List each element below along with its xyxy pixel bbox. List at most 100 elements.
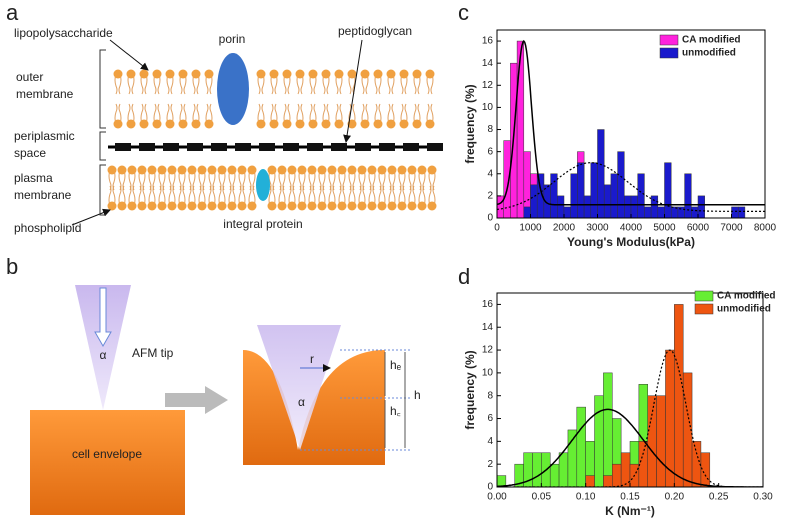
lipid-head <box>137 201 147 211</box>
bar <box>612 463 622 488</box>
lipid-head <box>357 201 367 211</box>
lipid-head <box>297 165 307 175</box>
lipid-head <box>334 119 344 129</box>
bar <box>563 206 571 219</box>
lipid-head <box>117 201 127 211</box>
lipid-head <box>167 201 177 211</box>
bar <box>610 173 618 219</box>
label: h <box>414 388 421 402</box>
y-tick-label: 6 <box>487 413 493 424</box>
label: AFM tip <box>132 346 174 360</box>
lipid-head <box>337 165 347 175</box>
lipid-head <box>204 119 214 129</box>
lipid-head <box>347 165 357 175</box>
lipid-head <box>165 69 175 79</box>
peptidoglycan-unit <box>379 143 395 151</box>
x-tick-label: 5000 <box>653 223 676 234</box>
bar <box>549 463 560 488</box>
y-axis-label: frequency (%) <box>463 84 477 163</box>
bar <box>583 195 592 219</box>
lipid-head <box>399 119 409 129</box>
bar <box>630 195 638 219</box>
y-axis-label: frequency (%) <box>463 350 477 429</box>
lipid-head <box>187 201 197 211</box>
x-tick-label: 4000 <box>620 223 643 234</box>
cell-envelope <box>30 410 185 515</box>
lipid-head <box>269 69 279 79</box>
lipid-head <box>127 165 137 175</box>
lipid-head <box>147 201 157 211</box>
label: h꜀ <box>390 404 401 418</box>
lipid-head <box>425 69 435 79</box>
lipid-head <box>217 165 227 175</box>
legend-swatch <box>659 34 679 46</box>
y-tick-label: 14 <box>482 322 494 333</box>
lipid-head <box>407 201 417 211</box>
label: integral protein <box>223 217 302 231</box>
bar <box>674 304 684 488</box>
x-tick-label: 7000 <box>720 223 743 234</box>
peptidoglycan-unit <box>259 143 275 151</box>
bar <box>637 173 645 219</box>
bar <box>650 195 659 219</box>
lipid-head <box>387 165 397 175</box>
x-tick-label: 0 <box>494 223 500 234</box>
peptidoglycan-unit <box>163 143 179 151</box>
lipid-head <box>347 119 357 129</box>
lipid-head <box>360 119 370 129</box>
bar <box>647 395 657 488</box>
panel-label: b <box>6 254 18 279</box>
x-axis-label: K (Nm⁻¹) <box>605 504 655 518</box>
label: α <box>298 395 305 409</box>
legend-swatch <box>694 290 714 302</box>
y-tick-label: 8 <box>487 124 493 135</box>
x-tick-label: 0.20 <box>665 492 685 503</box>
bar <box>577 162 585 219</box>
lipid-head <box>191 69 201 79</box>
y-tick-label: 8 <box>487 390 493 401</box>
lipid-head <box>152 69 162 79</box>
lipid-head <box>178 69 188 79</box>
lipid-head <box>347 201 357 211</box>
label: r <box>310 352 314 366</box>
membrane-diagram <box>107 53 443 211</box>
label: lipopolysaccharide <box>14 26 113 40</box>
bar <box>684 173 692 219</box>
x-tick-label: 2000 <box>553 223 576 234</box>
lipid-head <box>247 201 257 211</box>
label: porin <box>219 32 246 46</box>
dimension <box>384 352 406 448</box>
lipid-head <box>357 165 367 175</box>
y-tick-label: 12 <box>482 80 494 91</box>
label: cell envelope <box>72 447 142 461</box>
y-tick-label: 0 <box>487 213 493 224</box>
lipid-head <box>397 165 407 175</box>
y-tick-label: 10 <box>482 368 494 379</box>
lipid-head <box>334 69 344 79</box>
arrow <box>71 208 111 226</box>
lipid-head <box>373 119 383 129</box>
bar <box>496 195 504 219</box>
lipid-head <box>417 201 427 211</box>
lipid-head <box>347 69 357 79</box>
lipid-head <box>167 165 177 175</box>
peptidoglycan-unit <box>427 143 443 151</box>
lipid-head <box>127 201 137 211</box>
lipid-head <box>247 165 257 175</box>
bar <box>516 40 525 219</box>
x-tick-label: 3000 <box>586 223 609 234</box>
peptidoglycan-unit <box>355 143 371 151</box>
label: phospholipid <box>14 221 81 235</box>
x-tick-label: 8000 <box>754 223 777 234</box>
x-tick-label: 0.25 <box>709 492 729 503</box>
lipid-head <box>295 69 305 79</box>
lipid-head <box>147 165 157 175</box>
bar <box>617 151 625 219</box>
lipid-head <box>197 201 207 211</box>
x-tick-label: 1000 <box>519 223 542 234</box>
lipid-head <box>360 69 370 79</box>
lipid-head <box>277 165 287 175</box>
lipid-head <box>139 69 149 79</box>
lipid-head <box>287 165 297 175</box>
